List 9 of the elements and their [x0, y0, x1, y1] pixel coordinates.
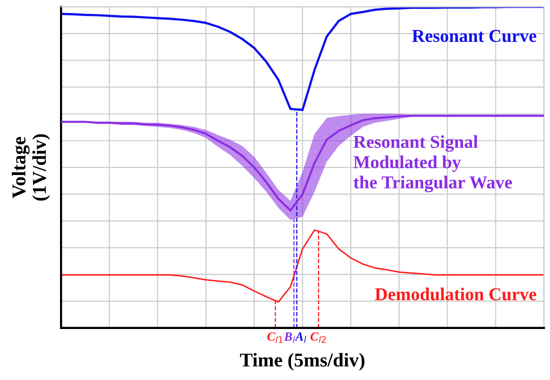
text: C$_{l1}$	[267, 332, 283, 343]
text: C$_{l2}$	[310, 332, 326, 343]
x-axis-title: Time (5ms/div)	[240, 352, 364, 371]
y-axis-title: Voltage (1V/div)	[12, 134, 50, 201]
series-label: Resonant Curve	[412, 30, 536, 42]
series-label: Demodulation Curve	[375, 288, 536, 300]
series-label: Resonant Signal Modulated by the Triangular Wave	[353, 135, 512, 192]
text: B$_{l}$	[284, 332, 295, 343]
text: A$_{l}$	[294, 332, 306, 343]
